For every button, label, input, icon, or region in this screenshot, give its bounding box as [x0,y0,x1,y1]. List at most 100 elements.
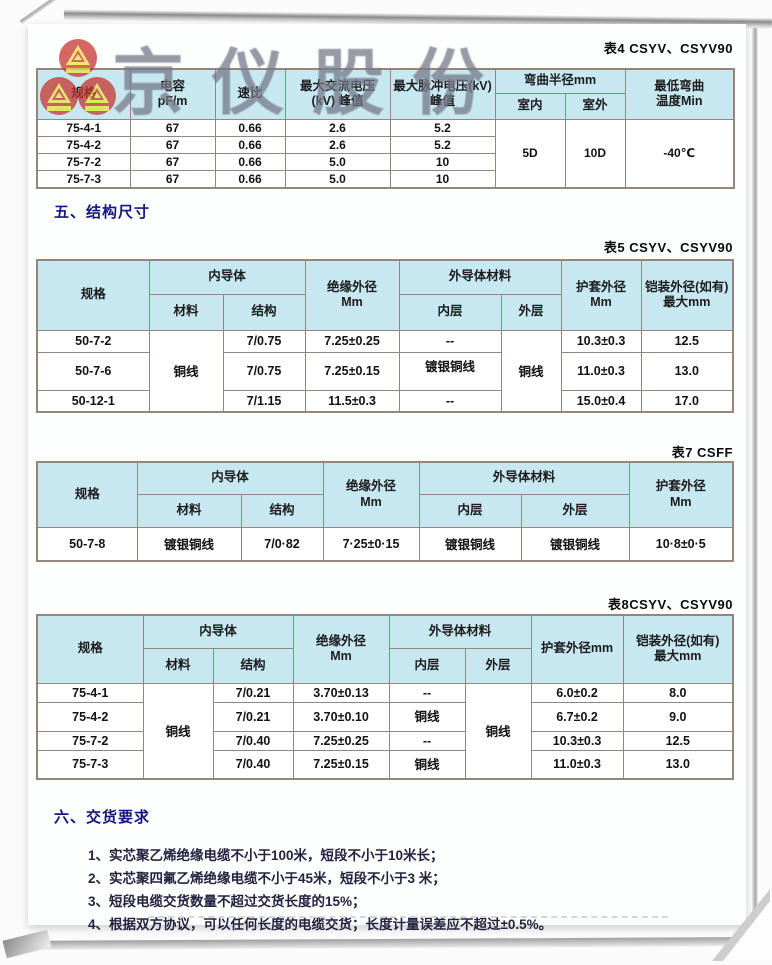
table-csyv-electrical-params: 规格 电容 pF/m 速比 最大交流电压 (kV) 峰值 最大脉冲电压(kV) … [36,68,736,189]
t8-cell: 12.5 [622,730,734,751]
t4-cell: 2.6 [284,135,391,154]
t8-cell: 8.0 [622,682,734,703]
t5-cell: 50-12-1 [36,389,150,413]
table5-caption: 表5 CSYV、CSYV90 [603,240,733,255]
t5-cell-outer-layer: 铜线 [500,329,562,413]
t8-cell: 75-4-2 [36,701,144,732]
t4-h-indoor: 室内 [494,92,566,120]
t8-cell: 75-7-3 [36,749,144,780]
t4-cell: 2.6 [284,118,391,137]
t5-cell: 17.0 [640,389,734,413]
table-row: 50-7-8 镀银铜线 7/0·82 7·25±0·15 镀银铜线 镀银铜线 1… [36,526,734,562]
t4-cell: 75-7-3 [36,169,131,188]
t8-cell: 75-7-2 [36,730,144,751]
t4-cell-min-temp: -40℃ [624,118,735,188]
t8-h-material: 材料 [142,647,214,684]
t7-h-spec: 规格 [36,461,138,528]
t4-h-max-ac: 最大交流电压 (kV) 峰值 [284,68,391,120]
t8-cell: 3.70±0.10 [292,701,390,732]
t5-h-inner-layer: 内层 [398,293,502,331]
t4-h-bend-radius: 弯曲半径mm [494,68,626,94]
t8-cell: 7/0.40 [212,730,294,751]
t5-cell-material: 铜线 [148,329,224,413]
t8-h-sheath: 护套外径mm [530,614,624,684]
t8-cell: 9.0 [622,701,734,732]
t7-cell: 镀银铜线 [136,526,242,562]
t5-cell: 镀银铜线 [398,351,502,391]
t5-cell: 11.0±0.3 [560,351,642,391]
table-row: 75-4-1 铜线 7/0.21 3.70±0.13 -- 铜线 6.0±0.2… [36,682,734,780]
t4-cell-outdoor: 10D [564,118,626,188]
t8-cell: 7.25±0.15 [292,749,390,780]
table-csff-structure: 规格 内导体 绝缘外径 Mm 外导体材料 护套外径 Mm 材料 结构 内层 外层… [36,461,735,562]
t8-cell: 75-4-1 [36,682,144,703]
t4-cell: 0.66 [214,169,286,188]
t8-h-outer-material: 外导体材料 [388,614,532,649]
t5-cell: 50-7-2 [36,329,150,353]
t4-h-velocity-ratio: 速比 [214,68,286,120]
t5-h-armor: 铠装外径(如有) 最大mm [640,259,734,331]
table-row: 75-4-2 7/0.21 3.70±0.10 铜线 6.7±0.2 9.0 [36,701,734,732]
t5-cell: -- [398,389,502,413]
scan-bottom-dashes [148,916,668,918]
t7-h-outer-material: 外导体材料 [418,461,630,495]
t4-cell: 75-4-1 [36,118,131,137]
t8-cell: 13.0 [622,749,734,780]
t7-h-sheath: 护套外径 Mm [628,461,734,528]
t8-cell: 7.25±0.25 [292,730,390,751]
t4-cell: 67 [129,152,216,171]
t8-cell: 7/0.21 [212,682,294,703]
t4-h-outdoor: 室外 [564,92,626,120]
t5-cell: 7/1.15 [222,389,306,413]
t5-cell: 7/0.75 [222,351,306,391]
t8-h-outer-layer: 外层 [464,647,532,684]
section-heading-structure: 五、结构尺寸 [54,204,151,221]
t4-cell: 5.0 [284,169,391,188]
table4-caption: 表4 CSYV、CSYV90 [603,41,733,56]
t4-cell-indoor: 5D [494,118,566,188]
t7-h-inner-conductor: 内导体 [136,461,324,495]
t8-h-insulation: 绝缘外径 Mm [292,614,390,684]
t7-cell: 镀银铜线 [418,526,522,562]
table-csyv-structure: 规格 内导体 绝缘外径 Mm 外导体材料 护套外径 Mm 铠装外径(如有) 最大… [36,259,735,413]
list-item: 2、实芯聚四氟乙烯绝缘电缆不小于45米，短段不小于3 米； [88,871,446,886]
scan-corner-bottom-left [2,929,52,959]
t7-h-structure: 结构 [240,493,324,528]
t8-h-armor: 铠装外径(如有) 最大mm [622,614,734,684]
table7-caption: 表7 CSFF [671,445,733,460]
t5-h-outer-material: 外导体材料 [398,259,562,295]
t5-cell: 7.25±0.25 [304,329,400,353]
t4-cell: 10 [389,152,496,171]
t5-cell: 12.5 [640,329,734,353]
t4-cell: 5.2 [389,135,496,154]
table8-caption: 表8CSYV、CSYV90 [608,597,733,612]
t5-cell: 7.25±0.15 [304,351,400,391]
t5-h-sheath: 护套外径 Mm [560,259,642,331]
t5-cell: 50-7-6 [36,351,150,391]
table-row: 75-7-3 7/0.40 7.25±0.15 铜线 11.0±0.3 13.0 [36,749,734,780]
t5-h-inner-conductor: 内导体 [148,259,306,295]
list-item: 1、实芯聚乙烯绝缘电缆不小于100米，短段不小于10米长； [88,848,444,863]
t8-cell-material: 铜线 [142,682,214,780]
t5-cell: 7/0.75 [222,329,306,353]
t7-h-material: 材料 [136,493,242,528]
t8-cell: 6.0±0.2 [530,682,624,703]
t8-cell: 10.3±0.3 [530,730,624,751]
list-item: 3、短段电缆交货数量不超过交货长度的15%； [88,894,366,909]
t8-cell: -- [388,682,466,703]
table-row: 75-7-2 7/0.40 7.25±0.25 -- 10.3±0.3 12.5 [36,730,734,751]
t4-cell: 67 [129,118,216,137]
t8-h-structure: 结构 [212,647,294,684]
t7-cell: 10·8±0·5 [628,526,734,562]
t4-cell: 75-7-2 [36,152,131,171]
t4-cell: 5.0 [284,152,391,171]
scan-edge-bottom [15,937,739,950]
t4-h-min-temp: 最低弯曲 温度Min [624,68,735,120]
scan-page-curl-inner [723,901,770,961]
section-heading-delivery: 六、交货要求 [54,809,151,826]
t5-h-spec: 规格 [36,259,150,331]
table-row: 50-12-1 7/1.15 11.5±0.3 -- 15.0±0.4 17.0 [36,389,734,413]
t4-cell: 67 [129,135,216,154]
t4-cell: 0.66 [214,135,286,154]
t4-cell: 67 [129,169,216,188]
